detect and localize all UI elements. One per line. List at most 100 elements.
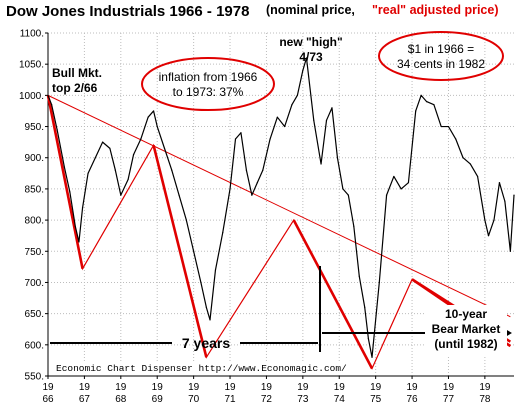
dow-price-point <box>193 250 195 252</box>
dow-price-point <box>296 94 298 96</box>
annotation-bull-2: top 2/66 <box>52 81 98 95</box>
x-tick-label-year: 71 <box>224 394 236 405</box>
annotation-newhigh-2: 4/73 <box>299 50 323 64</box>
dow-price-point <box>140 138 142 140</box>
dow-price-point <box>426 101 428 103</box>
long-term-trendline-line <box>47 94 511 318</box>
x-tick-label-century: 19 <box>42 382 54 393</box>
y-tick-label: 700. <box>25 278 44 289</box>
dow-price-point <box>336 157 339 159</box>
dow-price-point <box>245 169 248 171</box>
x-tick-label-century: 19 <box>297 382 309 393</box>
dow-price-point <box>487 235 490 237</box>
dow-price-point <box>320 163 322 165</box>
x-tick-label-year: 74 <box>334 394 346 405</box>
dollar-ellipse <box>378 31 504 81</box>
annotation-bull-1: Bull Mkt. <box>52 66 102 80</box>
x-tick-label-year: 72 <box>261 394 273 405</box>
x-tick-label-century: 19 <box>261 382 273 393</box>
dow-price-point <box>504 200 506 202</box>
x-tick-label-century: 19 <box>224 382 236 393</box>
dow-price-point <box>358 275 360 277</box>
dow-price-point <box>509 250 511 252</box>
dow-price-point <box>51 104 53 106</box>
annotation-dollar-2: 34 cents in 1982 <box>397 57 485 71</box>
dow-price-point <box>47 94 49 96</box>
x-tick-label-year: 70 <box>188 394 200 405</box>
dow-price-point <box>234 138 237 140</box>
zigzag-decline-leg <box>46 95 84 269</box>
dow-price-point <box>407 182 410 184</box>
dow-price-point <box>325 119 328 121</box>
dow-price-point <box>305 57 308 59</box>
x-tick-label-year: 67 <box>79 394 91 405</box>
x-tick-label-year: 76 <box>407 394 419 405</box>
dow-price-point <box>81 207 84 209</box>
dow-price-point <box>56 129 58 131</box>
dow-price-line <box>47 57 515 358</box>
dow-price-point <box>291 104 293 106</box>
x-tick-label-year: 75 <box>370 394 382 405</box>
dow-price-point <box>455 138 457 140</box>
x-tick-label-year: 77 <box>443 394 455 405</box>
x-tick-label-year: 73 <box>297 394 309 405</box>
chart-subtitle-real: "real" adjusted price) <box>372 3 498 17</box>
annotation-dollar-1: $1 in 1966 = <box>408 42 474 56</box>
annotation-inflation-1: inflation from 1966 <box>159 70 258 84</box>
dow-price-point <box>94 157 96 159</box>
y-tick-label: 1100. <box>20 29 44 40</box>
axes: 550. 600. 650. 700. 750. 800. 850. 900. 950. 1000… <box>19 29 514 405</box>
dow-price-point <box>87 172 89 174</box>
dow-price-point <box>269 138 271 140</box>
x-tick-label-century: 19 <box>115 382 127 393</box>
dow-price-point <box>205 306 207 308</box>
dow-price-point <box>415 110 417 112</box>
dow-price-point <box>313 119 315 121</box>
dow-price-point <box>353 225 355 227</box>
dow-price-point <box>440 125 442 128</box>
x-tick-label-century: 19 <box>79 382 91 393</box>
dow-price-point <box>114 169 116 171</box>
dow-price-point <box>378 281 380 284</box>
bear-market-label-bg <box>425 305 507 355</box>
dow-price-point <box>484 219 486 221</box>
x-tick-label-century: 19 <box>152 382 164 393</box>
dow-price-point <box>171 169 173 171</box>
dow-price-point <box>469 163 471 165</box>
chart-title: Dow Jones Industrials 1966 - 1978 <box>6 3 249 20</box>
dow-price-point <box>385 194 388 196</box>
dow-price-point <box>331 107 333 109</box>
y-tick-label: 800. <box>25 216 44 227</box>
dow-price-point <box>127 178 129 181</box>
x-tick-label-century: 19 <box>370 382 382 393</box>
dow-price-point <box>256 182 258 184</box>
dow-price-point <box>152 110 155 112</box>
dow-price-point <box>262 169 264 171</box>
y-tick-label: 1050. <box>19 60 44 71</box>
dow-price-point <box>120 194 122 196</box>
dow-price-point <box>163 147 166 149</box>
x-tick-label-century: 19 <box>188 382 200 393</box>
annotation-newhigh-1: new "high" <box>279 35 342 49</box>
zigzag-decline-leg <box>152 144 208 358</box>
dow-price-point <box>229 188 231 190</box>
credit-text: Economic Chart Dispenser http://www.Econ… <box>56 363 347 374</box>
inflation-ellipse <box>141 57 275 111</box>
x-tick-label-year: 68 <box>115 394 127 405</box>
dow-price-point <box>513 194 515 196</box>
zigzag-decline-leg <box>292 219 374 370</box>
y-tick-label: 950. <box>25 122 44 133</box>
dow-price-point <box>342 188 344 190</box>
x-tick-label-year: 78 <box>479 394 491 405</box>
dow-price-point <box>276 116 278 118</box>
dow-price-point <box>347 194 349 196</box>
dow-price-point <box>178 194 180 196</box>
x-tick-label-century: 19 <box>407 382 419 393</box>
dow-price-point <box>185 219 187 221</box>
dow-price-point <box>302 69 304 72</box>
dow-price-point <box>393 175 395 178</box>
dow-price-point <box>364 306 366 308</box>
y-tick-label: 750. <box>25 247 44 258</box>
dow-price-point <box>400 188 402 190</box>
